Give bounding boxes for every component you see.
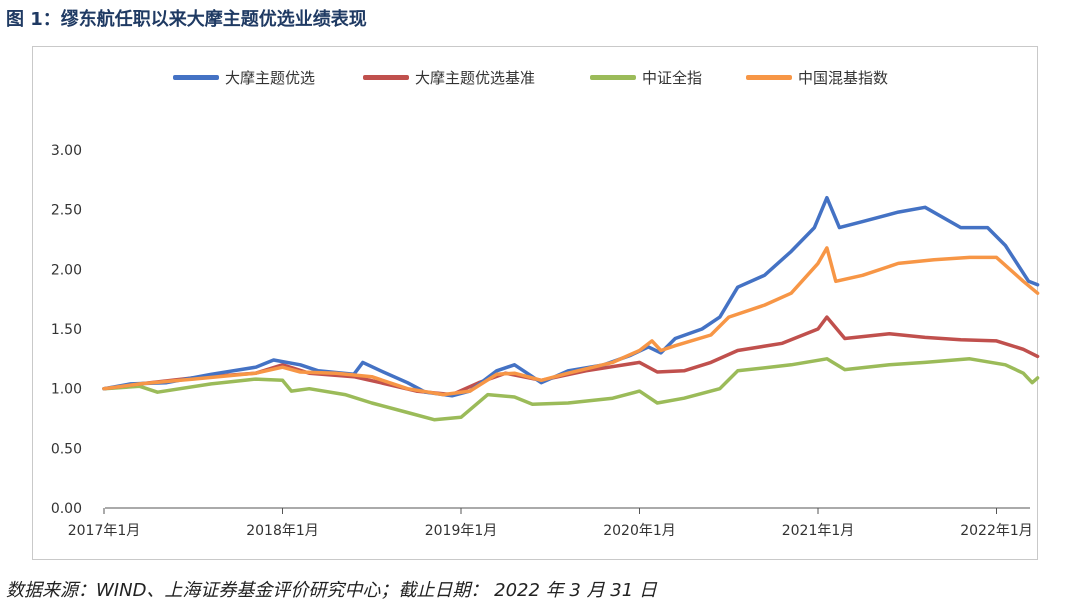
figure-title: 图 1：缪东航任职以来大摩主题优选业绩表现: [6, 9, 367, 30]
chart-legend: 大摩主题优选 大摩主题优选基准 中证全指 中国混基指数: [33, 65, 1037, 89]
legend-item-csi-all: 中证全指: [590, 65, 702, 89]
legend-swatch-csi-all: [590, 74, 636, 80]
legend-swatch-benchmark: [363, 74, 409, 80]
legend-swatch-hybrid-index: [746, 74, 792, 80]
source-note: 数据来源：WIND、上海证券基金评价研究中心；截止日期： 2022 年 3 月 …: [6, 580, 657, 601]
chart-frame: 大摩主题优选 大摩主题优选基准 中证全指 中国混基指数: [32, 46, 1038, 560]
legend-label-hybrid-index: 中国混基指数: [798, 68, 889, 87]
legend-label-csi-all: 中证全指: [642, 68, 703, 87]
legend-item-benchmark: 大摩主题优选基准: [363, 65, 535, 89]
legend-item-fund: 大摩主题优选: [173, 65, 315, 89]
legend-item-hybrid-index: 中国混基指数: [746, 65, 888, 89]
legend-swatch-fund: [173, 74, 219, 80]
legend-label-benchmark: 大摩主题优选基准: [415, 68, 536, 87]
legend-label-fund: 大摩主题优选: [225, 68, 316, 87]
